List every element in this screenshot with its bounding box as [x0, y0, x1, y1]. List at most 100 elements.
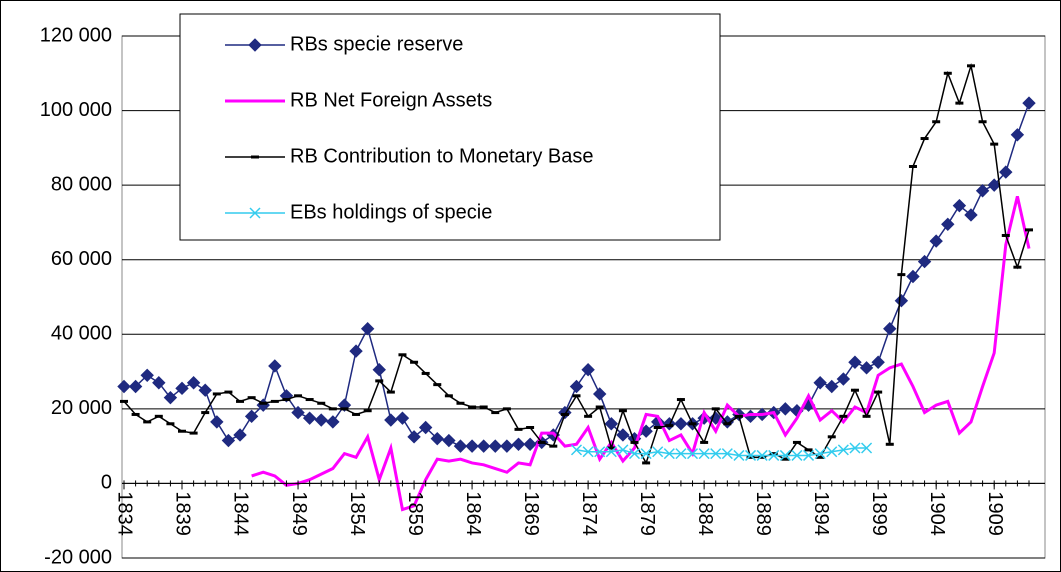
marker-diamond: [488, 439, 502, 453]
marker-x: [640, 448, 652, 460]
marker-diamond: [337, 398, 352, 412]
marker-diamond: [430, 431, 444, 446]
marker-diamond: [604, 417, 619, 431]
marker-diamond: [952, 198, 967, 213]
series-line: [251, 195, 1031, 512]
y-tick-label: 60 000: [51, 248, 112, 270]
marker-x: [686, 448, 699, 460]
x-tick-label: 1849: [288, 491, 310, 536]
x-tick-label: 1834: [114, 491, 136, 536]
x-tick-label: 1844: [230, 491, 252, 536]
axes: -20 000 0 20 000 40 000 60 000 80 000 100 000 1…: [40, 24, 1045, 568]
x-tick-label: 1894: [810, 491, 832, 536]
y-tick-label: 40 000: [51, 323, 112, 345]
marker-diamond: [871, 355, 885, 369]
marker-diamond: [442, 433, 456, 448]
x-tick-label: 1839: [172, 491, 194, 536]
x-tick-label: 1854: [346, 491, 368, 536]
x-tick-label: 1899: [868, 491, 890, 536]
marker-diamond: [349, 344, 363, 358]
y-tick-label: 20 000: [51, 397, 112, 419]
series-layer: [117, 62, 1036, 512]
marker-diamond: [384, 413, 398, 427]
marker-diamond: [999, 165, 1013, 179]
x-tick-label: 1889: [752, 491, 774, 536]
marker-x: [849, 442, 861, 454]
marker-diamond: [778, 402, 793, 416]
marker-diamond: [233, 428, 247, 442]
marker-diamond: [581, 362, 595, 377]
marker-diamond: [248, 38, 262, 52]
marker-diamond: [314, 413, 328, 427]
marker-x: [721, 448, 733, 460]
marker-diamond: [975, 184, 990, 198]
marker-diamond: [175, 381, 189, 396]
marker-diamond: [372, 362, 386, 377]
marker-diamond: [941, 217, 955, 232]
marker-x: [745, 449, 757, 461]
x-tick-label: 1874: [578, 491, 600, 536]
marker-diamond: [917, 254, 932, 269]
marker-diamond: [360, 321, 375, 336]
marker-diamond: [395, 411, 410, 425]
marker-x: [826, 446, 838, 458]
marker-x: [675, 448, 687, 460]
marker-diamond: [709, 411, 723, 425]
x-tick-label: 1864: [462, 491, 484, 536]
y-tick-label: 80 000: [51, 173, 112, 195]
legend-label: EBs holdings of specie: [290, 201, 492, 223]
marker-x: [710, 448, 722, 460]
marker-diamond: [407, 430, 421, 444]
marker-diamond: [152, 376, 166, 390]
marker-diamond: [616, 428, 630, 442]
x-tick-label: 1909: [984, 491, 1006, 536]
marker-diamond: [128, 379, 143, 394]
marker-diamond: [674, 417, 688, 431]
marker-x: [698, 448, 710, 460]
marker-x: [803, 449, 815, 461]
y-tick-label: -20 000: [44, 546, 112, 568]
marker-diamond: [326, 415, 340, 429]
marker-x: [733, 449, 745, 461]
marker-diamond: [906, 269, 920, 284]
marker-diamond: [813, 376, 827, 390]
marker-diamond: [500, 439, 514, 453]
marker-diamond: [117, 379, 131, 394]
series-line: [576, 447, 867, 457]
marker-diamond: [221, 433, 236, 448]
marker-diamond: [1022, 96, 1036, 110]
marker-diamond: [198, 383, 212, 397]
marker-x: [605, 446, 617, 458]
marker-x: [791, 449, 803, 461]
marker-diamond: [569, 379, 584, 394]
marker-diamond: [418, 420, 433, 435]
marker-x: [652, 446, 664, 458]
marker-diamond: [883, 321, 897, 336]
marker-diamond: [244, 409, 259, 424]
marker-x: [768, 449, 780, 461]
marker-diamond: [987, 178, 1001, 192]
marker-x: [861, 442, 873, 454]
marker-x: [570, 444, 583, 456]
marker-diamond: [848, 355, 862, 369]
x-tick-label: 1879: [636, 491, 658, 536]
y-tick-label: 0: [101, 472, 112, 494]
marker-diamond: [836, 372, 851, 386]
marker-x: [628, 448, 641, 460]
marker-diamond: [523, 437, 537, 451]
marker-diamond: [894, 294, 909, 308]
marker-diamond: [592, 387, 607, 401]
marker-diamond: [186, 376, 201, 390]
marker-diamond: [210, 415, 224, 429]
marker-diamond: [163, 390, 178, 405]
x-tick-label: 1904: [926, 491, 948, 536]
legend-label: RB Net Foreign Assets: [290, 89, 492, 111]
legend: RBs specie reserve RB Net Foreign Assets R…: [179, 13, 721, 241]
marker-diamond: [1010, 128, 1025, 142]
marker-x: [663, 448, 675, 460]
marker-diamond: [929, 234, 943, 248]
marker-x: [249, 207, 261, 219]
legend-box: [179, 13, 721, 241]
y-tick-label: 100 000: [40, 99, 112, 121]
